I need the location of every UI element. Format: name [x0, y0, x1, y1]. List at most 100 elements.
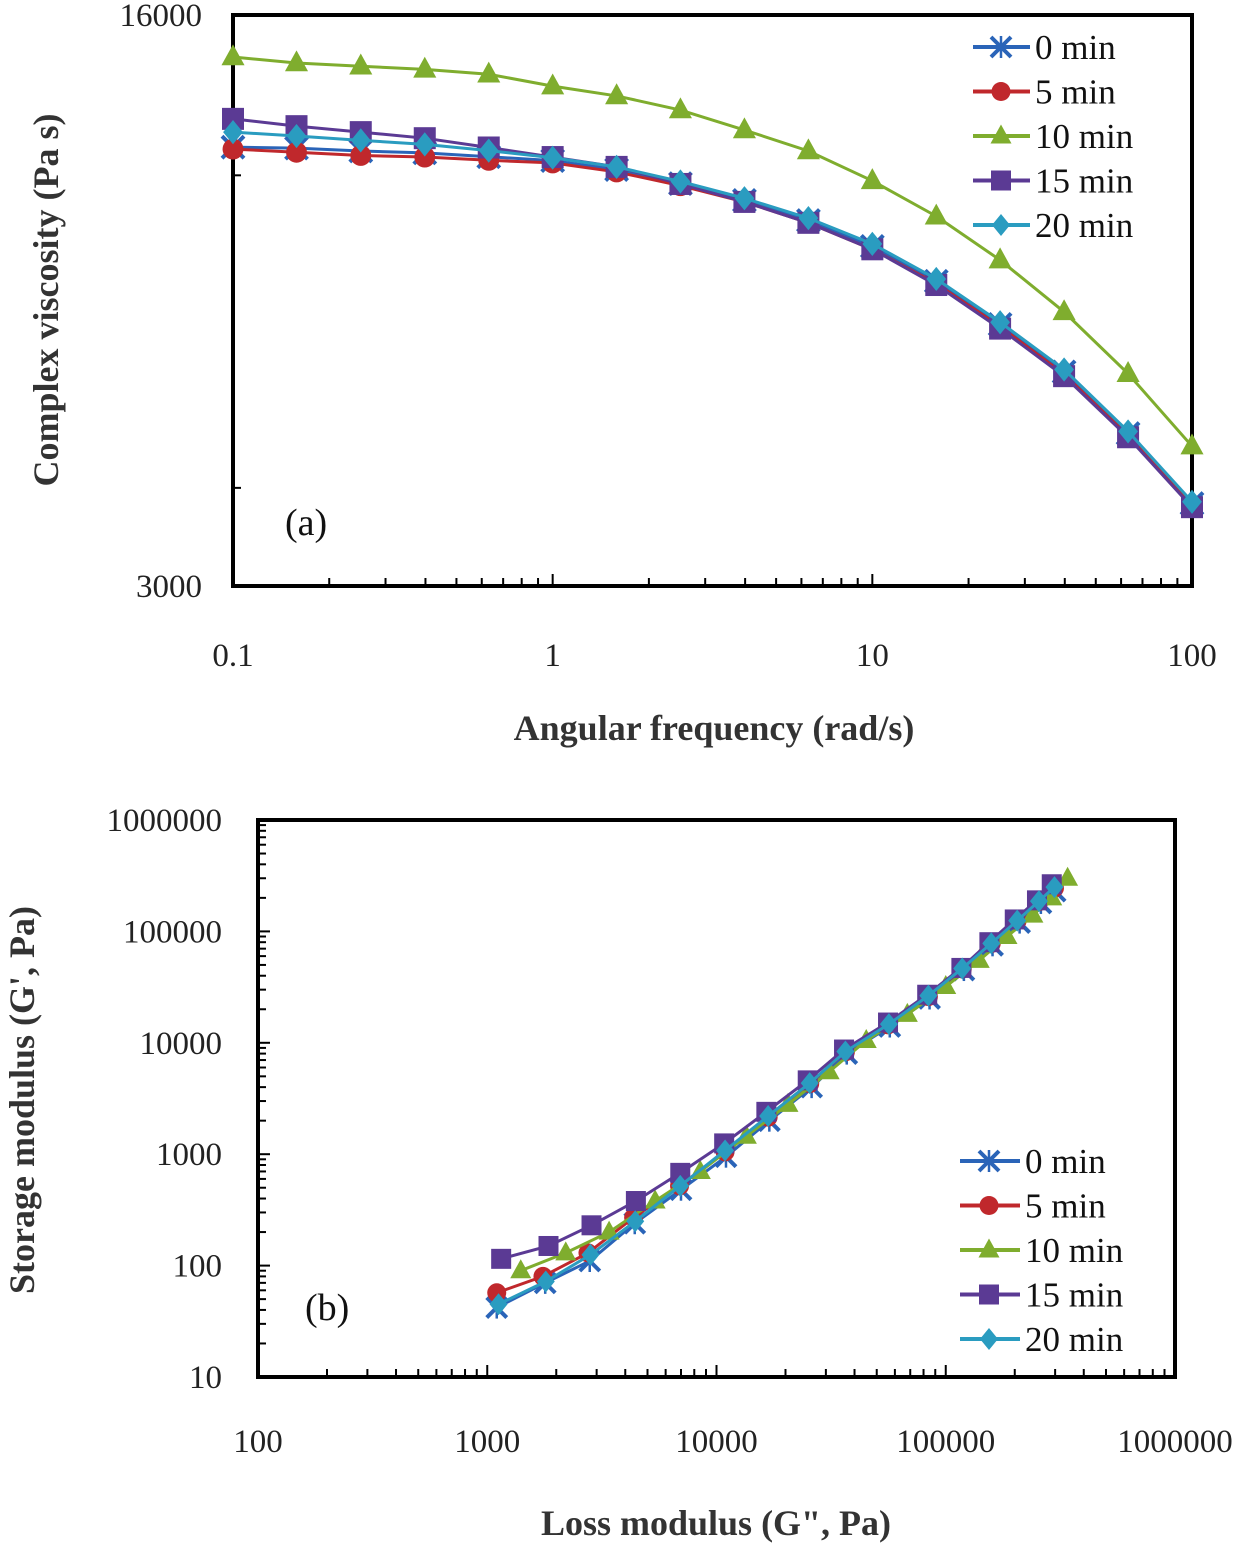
x-axis-title-b: Loss modulus (G", Pa): [541, 1503, 891, 1543]
data-point: [222, 138, 244, 160]
data-point: [670, 1162, 691, 1183]
data-point: [796, 138, 820, 160]
data-point: [606, 154, 627, 179]
data-point: [716, 1139, 735, 1162]
legend-marker-icon: [991, 82, 1011, 101]
legend-marker-icon: [989, 35, 1013, 59]
legend-item: 15 min: [960, 1276, 1123, 1315]
x-tick-label: 100: [233, 1424, 283, 1460]
series-10-min: [221, 44, 1204, 455]
data-point: [990, 310, 1010, 335]
data-point: [1116, 361, 1140, 382]
series-20-min: [223, 120, 1202, 514]
data-point: [555, 1241, 577, 1261]
x-tick-label: 100000: [896, 1424, 995, 1460]
data-point: [1057, 866, 1079, 886]
data-point: [734, 186, 755, 211]
data-point: [1045, 876, 1064, 899]
data-point: [860, 168, 884, 190]
legend-marker-icon: [977, 1149, 1001, 1173]
series-b: [485, 866, 1079, 1319]
y-axis-title-a: Complex viscosity (Pa s): [26, 114, 66, 487]
legend-label: 15 min: [1035, 162, 1133, 201]
data-point: [350, 128, 371, 153]
data-point: [223, 120, 243, 145]
data-point: [924, 203, 948, 225]
data-point: [818, 1060, 840, 1080]
data-point: [542, 145, 563, 170]
legend-marker-icon: [979, 1284, 999, 1305]
legend-marker-icon: [978, 1238, 1000, 1258]
x-axis-title-a: Angular frequency (rad/s): [514, 708, 915, 748]
data-point: [1180, 433, 1204, 455]
legend-item: 0 min: [960, 1142, 1106, 1181]
data-point: [919, 984, 938, 1007]
y-tick-label: 1000000: [107, 803, 223, 839]
data-point: [541, 73, 565, 95]
data-point: [286, 141, 307, 163]
legend-item: 0 min: [973, 28, 1116, 67]
series-line: [232, 117, 1194, 509]
plot-frame-a: [231, 13, 1194, 588]
data-point: [1022, 903, 1044, 923]
data-point: [988, 247, 1012, 269]
data-point: [536, 1270, 555, 1293]
series-a: [220, 44, 1205, 519]
data-point: [935, 975, 957, 995]
data-point: [626, 1210, 645, 1233]
data-point: [477, 61, 501, 83]
legend-label: 0 min: [1025, 1142, 1106, 1181]
x-tick-label: 10: [856, 638, 889, 674]
data-point: [1118, 419, 1138, 444]
legend-marker-icon: [979, 1196, 999, 1215]
data-point: [414, 146, 436, 168]
x-tick-label: 10000: [675, 1424, 758, 1460]
x-tick-label: 100: [1167, 638, 1217, 674]
panel-label-a: (a): [285, 502, 327, 544]
legend-item: 20 min: [960, 1320, 1123, 1359]
data-point: [879, 1013, 898, 1036]
legend-label: 15 min: [1025, 1276, 1123, 1315]
y-tick-label: 100000: [123, 914, 222, 950]
series-line: [232, 55, 1194, 448]
legend-item: 15 min: [973, 162, 1133, 201]
legend-label: 10 min: [1025, 1231, 1123, 1270]
data-point: [478, 138, 499, 163]
x-tick-label: 1000: [454, 1424, 520, 1460]
legend-a: 0 min 5 min 10 min 15 min 20 min: [973, 28, 1133, 245]
data-point: [953, 957, 972, 980]
data-point: [1182, 489, 1202, 514]
series-line: [232, 147, 1194, 507]
data-point: [1029, 890, 1048, 913]
legend-label: 5 min: [1035, 73, 1116, 112]
data-point: [538, 1235, 559, 1256]
data-point: [284, 50, 309, 72]
data-point: [222, 107, 244, 130]
axis-ticks-a: [232, 174, 1193, 586]
legend-item: 5 min: [960, 1187, 1106, 1226]
legend-b: 0 min 5 min 10 min 15 min 20 min: [960, 1142, 1123, 1359]
chart-b: 100 1000 10000 100000 1000000 10 100 1000 10000 1…: [2, 803, 1233, 1543]
data-point: [670, 169, 691, 194]
x-tick-label: 1: [544, 638, 561, 674]
series-line: [232, 130, 1194, 503]
data-point: [800, 1072, 819, 1095]
y-tick-label: 10: [189, 1360, 222, 1396]
legend-marker-icon: [980, 1328, 998, 1350]
y-tick-label: 10000: [140, 1026, 223, 1062]
legend-item: 10 min: [973, 117, 1133, 156]
data-point: [1052, 299, 1076, 321]
x-tick-label: 0.1: [212, 638, 253, 674]
data-point: [625, 1191, 646, 1212]
data-point: [286, 123, 307, 149]
data-point: [862, 231, 883, 256]
panel-label-b: (b): [305, 1287, 349, 1329]
data-point: [836, 1040, 855, 1063]
y-axis-title-b: Storage modulus (G', Pa): [2, 906, 42, 1294]
legend-marker-icon: [990, 124, 1012, 144]
data-point: [581, 1215, 602, 1236]
tick-labels-b: 100 1000 10000 100000 1000000 10 100 1000 10000 1…: [107, 803, 1233, 1460]
chart-a: 0.1 1 10 100 3000 16000 (a) Angular frequency…: [26, 0, 1217, 748]
legend-marker-icon: [991, 170, 1011, 191]
data-point: [671, 1174, 690, 1197]
